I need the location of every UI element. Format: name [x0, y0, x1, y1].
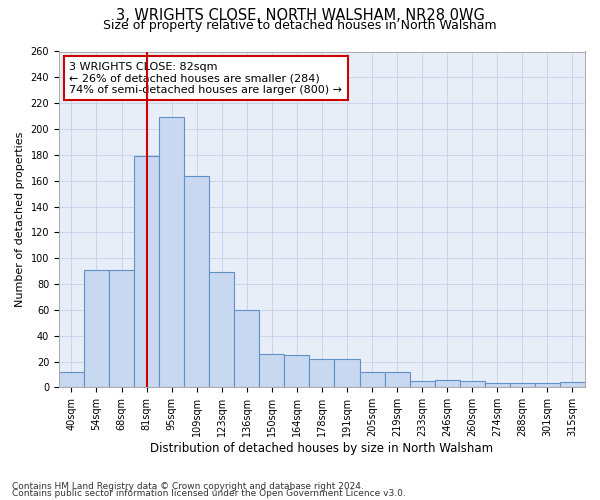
Bar [209, 272, 234, 388]
Bar [310, 359, 334, 388]
Bar [184, 176, 209, 388]
Text: Size of property relative to detached houses in North Walsham: Size of property relative to detached ho… [103, 19, 497, 32]
Bar [385, 372, 410, 388]
Bar [134, 156, 159, 388]
Bar [284, 355, 310, 388]
Bar [109, 270, 134, 388]
Bar [359, 372, 385, 388]
Bar [460, 381, 485, 388]
Bar [159, 118, 184, 388]
Bar [410, 381, 434, 388]
Text: 3, WRIGHTS CLOSE, NORTH WALSHAM, NR28 0WG: 3, WRIGHTS CLOSE, NORTH WALSHAM, NR28 0W… [116, 8, 484, 22]
Text: 3 WRIGHTS CLOSE: 82sqm
← 26% of detached houses are smaller (284)
74% of semi-de: 3 WRIGHTS CLOSE: 82sqm ← 26% of detached… [70, 62, 343, 95]
Bar [535, 384, 560, 388]
Bar [84, 270, 109, 388]
X-axis label: Distribution of detached houses by size in North Walsham: Distribution of detached houses by size … [151, 442, 494, 455]
Text: Contains public sector information licensed under the Open Government Licence v3: Contains public sector information licen… [12, 489, 406, 498]
Bar [334, 359, 359, 388]
Bar [59, 372, 84, 388]
Bar [485, 384, 510, 388]
Bar [234, 310, 259, 388]
Y-axis label: Number of detached properties: Number of detached properties [15, 132, 25, 307]
Bar [510, 384, 535, 388]
Bar [259, 354, 284, 388]
Bar [560, 382, 585, 388]
Text: Contains HM Land Registry data © Crown copyright and database right 2024.: Contains HM Land Registry data © Crown c… [12, 482, 364, 491]
Bar [434, 380, 460, 388]
